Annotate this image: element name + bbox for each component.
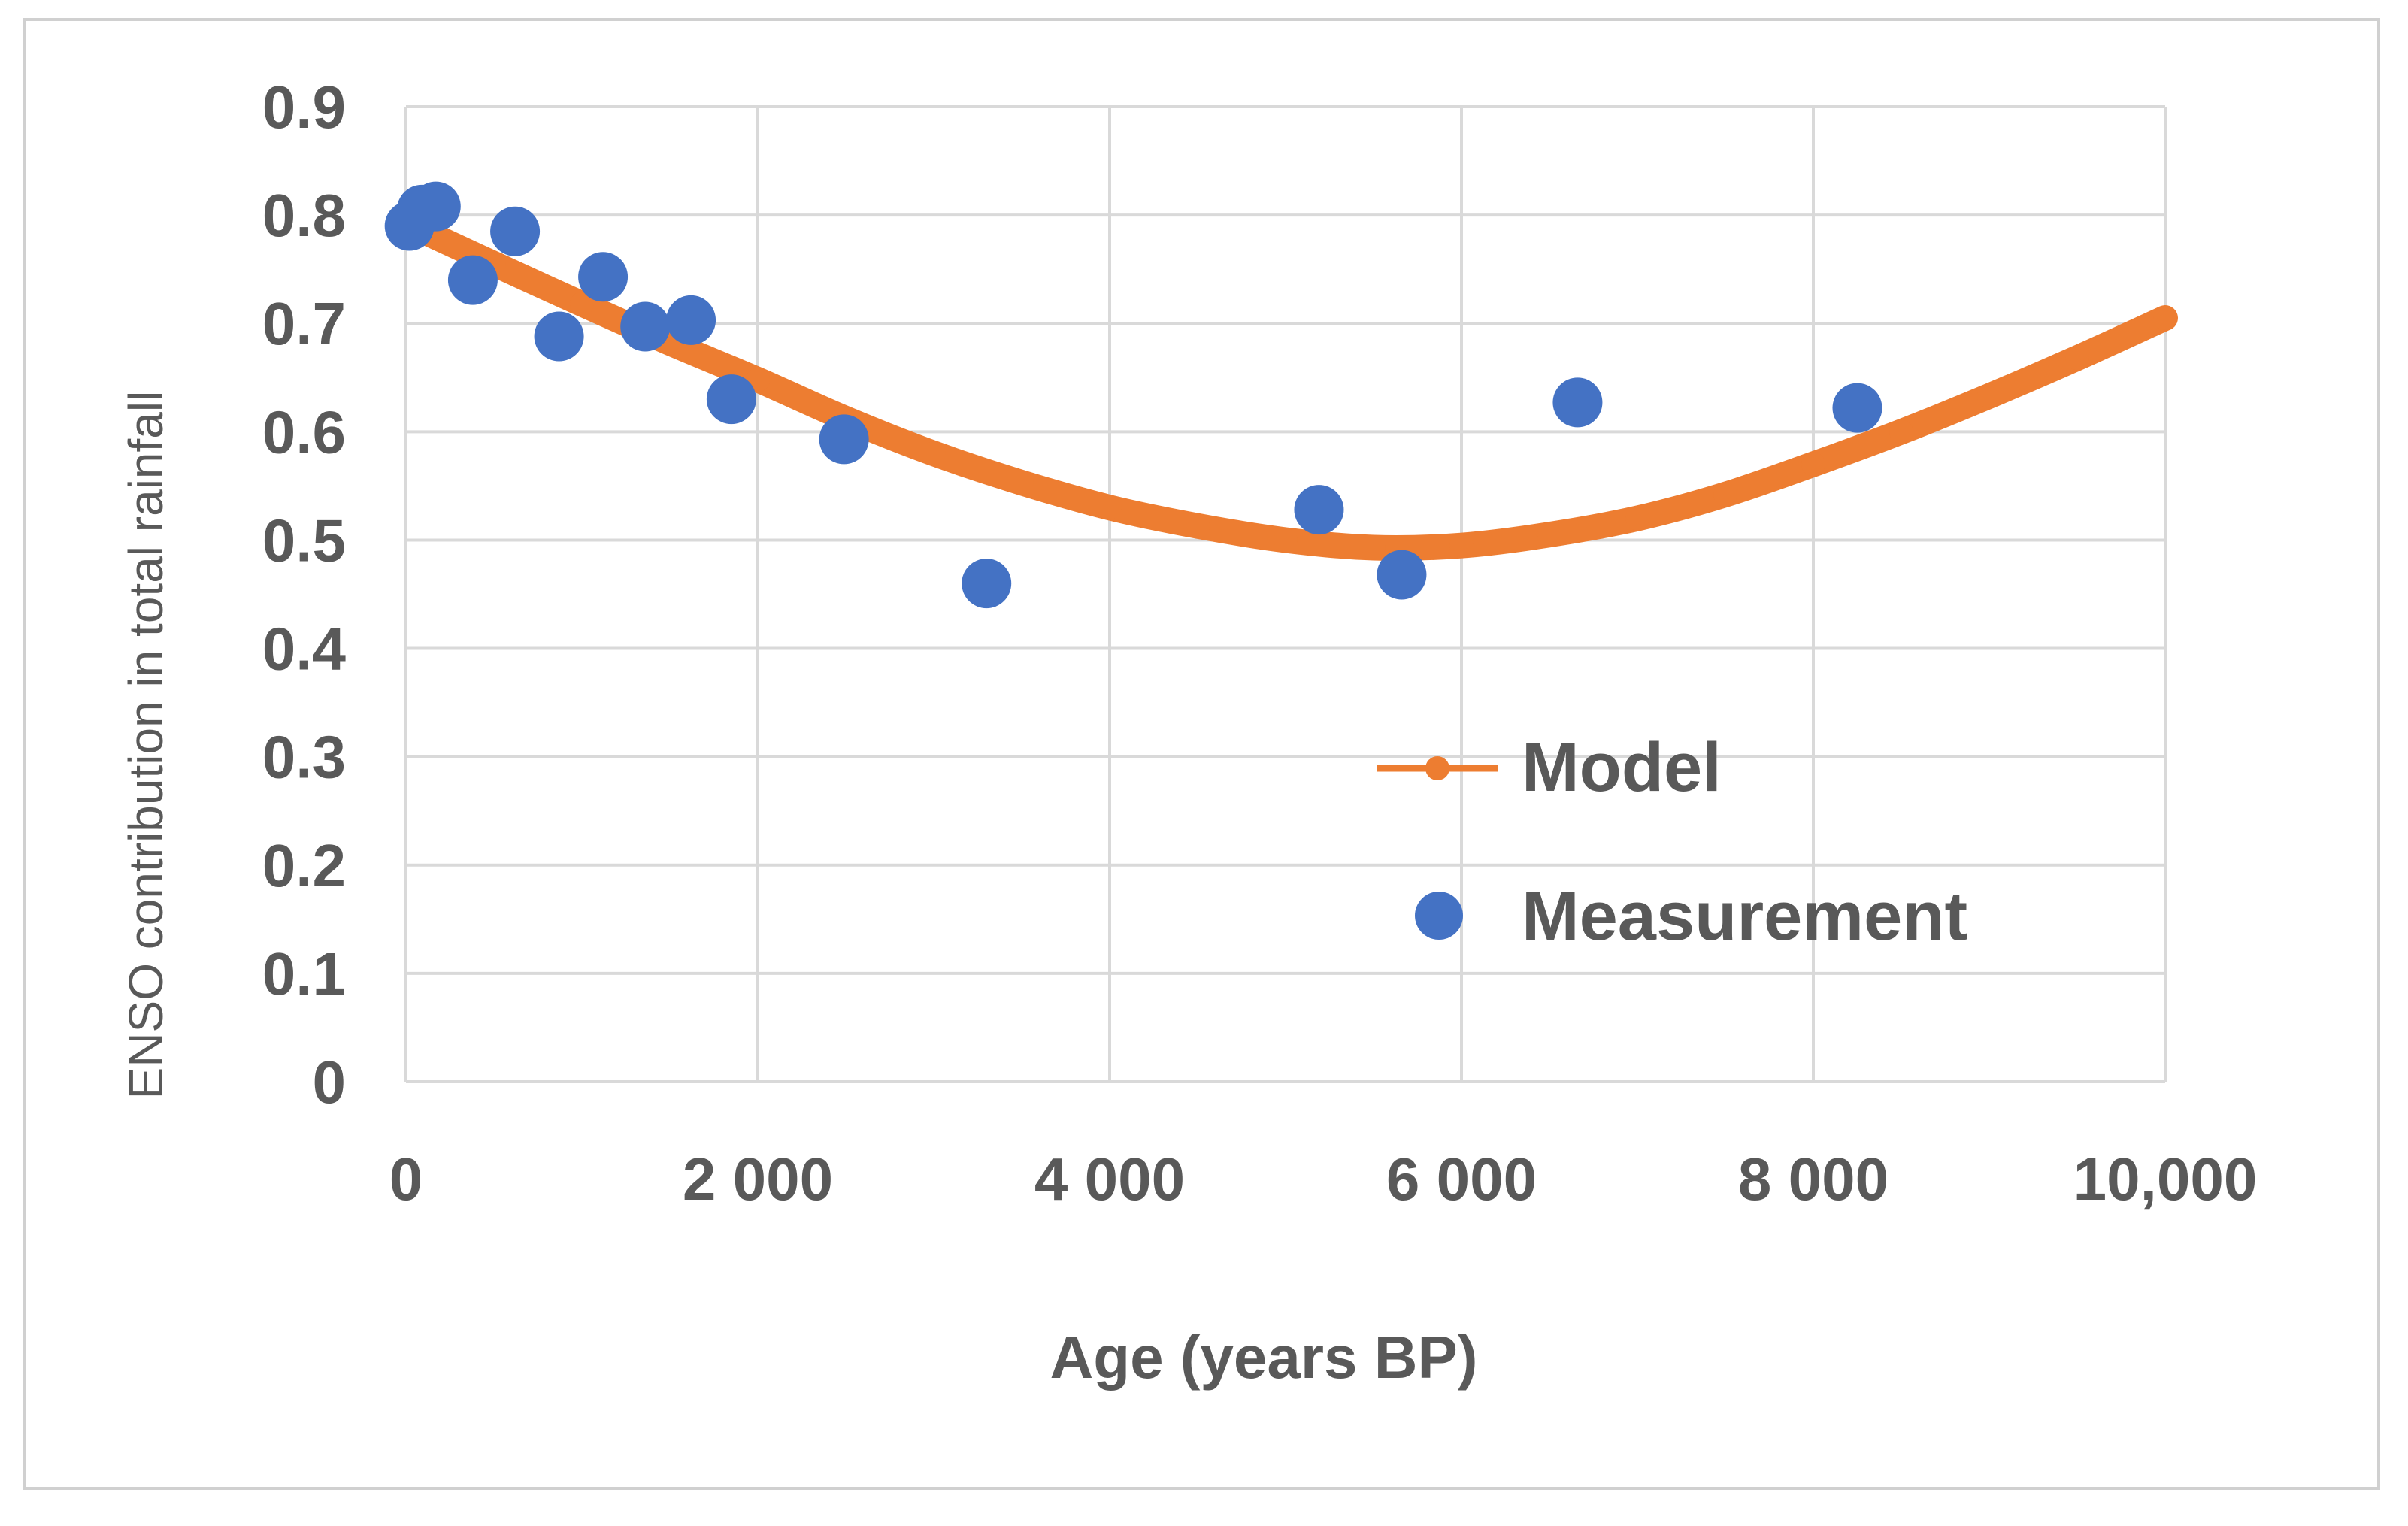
y-axis-title: ENSO contribution in total rainfall: [119, 391, 173, 1100]
measurement-point: [706, 374, 756, 425]
x-tick-label: 4 000: [1034, 1146, 1185, 1213]
chart-frame: 0 0.1 0.2 0.3 0.4 0.5 0.6 0.7 0.8 0.9 0 2 000 4 000…: [23, 18, 2380, 1490]
legend-model-marker: [1425, 756, 1449, 780]
measurement-series: [384, 181, 1882, 609]
model-marker: [1186, 513, 1210, 538]
legend-measurement-label: Measurement: [1522, 878, 1967, 955]
x-axis-title: Age (years BP): [1050, 1324, 1477, 1391]
model-marker: [1362, 535, 1386, 560]
model-marker: [922, 441, 946, 466]
measurement-point: [1552, 377, 1603, 428]
y-tick-label: 0.1: [262, 940, 346, 1007]
measurement-point: [1832, 383, 1882, 433]
model-marker: [1010, 471, 1034, 495]
y-tick-label: 0.5: [262, 507, 346, 574]
measurement-point: [1294, 485, 1344, 535]
y-tick-labels: 0 0.1 0.2 0.3 0.4 0.5 0.6 0.7 0.8 0.9: [262, 74, 347, 1116]
model-marker: [1889, 419, 1913, 444]
y-tick-label: 0.7: [262, 290, 346, 357]
measurement-point: [620, 301, 671, 352]
model-marker: [2153, 306, 2177, 331]
model-marker: [1977, 383, 2001, 408]
measurement-point: [1377, 550, 1427, 600]
y-tick-label: 0: [313, 1049, 347, 1116]
x-tick-label: 6 000: [1386, 1146, 1537, 1213]
x-tick-label: 8 000: [1738, 1146, 1889, 1213]
x-tick-label: 0: [389, 1146, 423, 1213]
x-tick-label: 2 000: [683, 1146, 833, 1213]
measurement-point: [490, 206, 541, 256]
y-tick-label: 0.4: [262, 616, 347, 683]
model-marker: [1625, 506, 1649, 531]
y-tick-label: 0.6: [262, 398, 346, 465]
model-marker: [2065, 346, 2089, 371]
x-tick-labels: 0 2 000 4 000 6 000 8 000 10,000: [389, 1146, 2258, 1213]
model-marker: [1274, 528, 1298, 553]
model-marker: [1098, 495, 1122, 520]
legend: Model Measurement: [1377, 729, 1967, 955]
measurement-point: [819, 414, 869, 465]
x-tick-label: 10,000: [2073, 1146, 2258, 1213]
measurement-point: [962, 559, 1012, 609]
measurement-point: [534, 311, 584, 362]
measurement-point: [410, 181, 461, 232]
model-marker: [1537, 522, 1561, 547]
model-marker: [1713, 482, 1737, 507]
y-tick-label: 0.8: [262, 182, 346, 249]
measurement-point: [447, 255, 498, 305]
legend-model-label: Model: [1522, 729, 1722, 806]
measurement-point: [666, 295, 716, 345]
y-tick-label: 0.3: [262, 724, 346, 791]
model-marker: [1801, 452, 1825, 477]
legend-measurement-marker: [1415, 892, 1463, 940]
y-tick-label: 0.2: [262, 832, 346, 899]
enso-chart: 0 0.1 0.2 0.3 0.4 0.5 0.6 0.7 0.8 0.9 0 2 000 4 000…: [119, 74, 2258, 1391]
model-marker: [570, 292, 594, 316]
y-tick-label: 0.9: [262, 74, 346, 141]
model-line: [410, 218, 2178, 561]
model-marker: [1449, 533, 1474, 558]
measurement-point: [578, 252, 629, 302]
